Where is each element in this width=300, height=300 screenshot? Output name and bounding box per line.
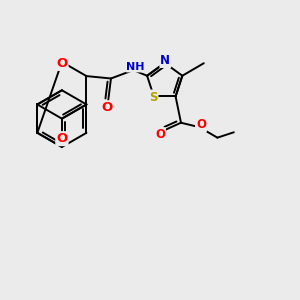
Text: N: N: [160, 54, 170, 67]
Text: S: S: [149, 91, 158, 103]
Text: NH: NH: [127, 61, 145, 71]
Text: O: O: [155, 128, 165, 141]
Text: O: O: [56, 57, 68, 70]
Text: O: O: [102, 101, 113, 114]
Text: O: O: [56, 132, 68, 145]
Text: O: O: [196, 118, 206, 131]
